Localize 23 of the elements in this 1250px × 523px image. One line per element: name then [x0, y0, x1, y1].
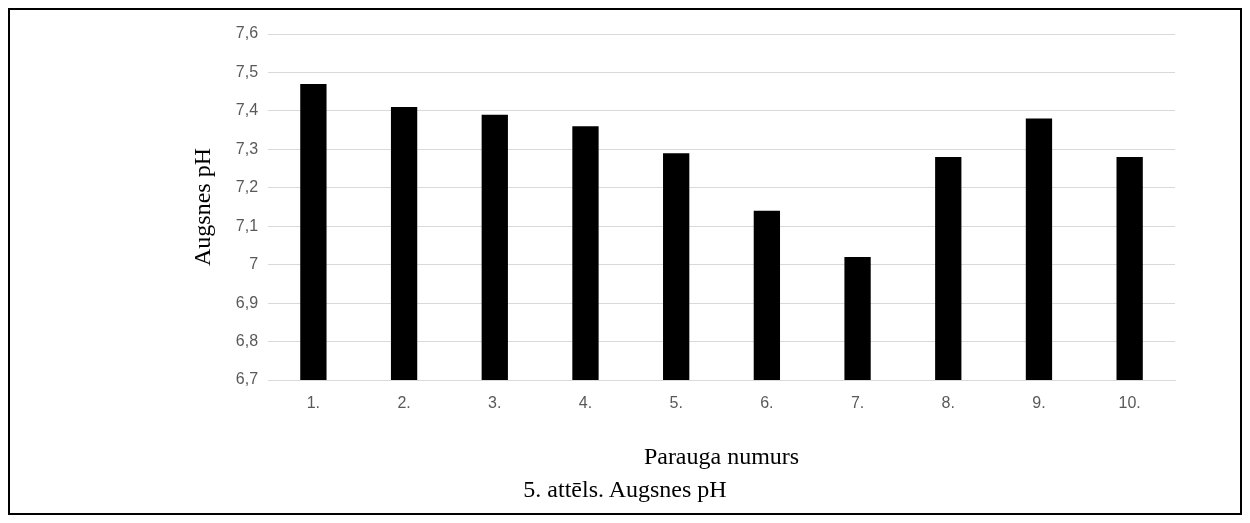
- y-axis-title: Augsnes pH: [188, 148, 215, 266]
- x-tick-label: 6.: [760, 394, 774, 412]
- x-tick-label: 2.: [397, 394, 411, 412]
- y-tick-label: 7,5: [235, 62, 259, 80]
- x-axis-title: Parauga numurs: [643, 442, 800, 469]
- y-tick-label: 7,6: [235, 24, 259, 42]
- y-tick-label: 6,9: [235, 293, 259, 311]
- y-tick-label: 7: [249, 255, 259, 273]
- text: 5. attēls. Augsnes pH: [522, 476, 728, 503]
- y-tick-label: 7,4: [235, 101, 259, 119]
- x-tick-label: 9.: [1032, 394, 1046, 412]
- y-tick-label: 6,7: [235, 370, 259, 388]
- y-tick-label: 7,1: [235, 216, 259, 234]
- x-tick-label: 10.: [1118, 394, 1141, 412]
- y-tick-label: 6,8: [235, 331, 259, 349]
- x-tick-label: 1.: [306, 394, 321, 412]
- y-tick-label: 7,3: [235, 139, 259, 157]
- x-tick-label: 7.: [850, 394, 865, 412]
- x-tick-label: 5.: [669, 394, 683, 412]
- x-tick-label: 4.: [578, 394, 593, 412]
- y-tick-label: 7,2: [235, 178, 259, 196]
- x-tick-label: 3.: [488, 394, 502, 412]
- x-tick-label: 8.: [941, 394, 955, 412]
